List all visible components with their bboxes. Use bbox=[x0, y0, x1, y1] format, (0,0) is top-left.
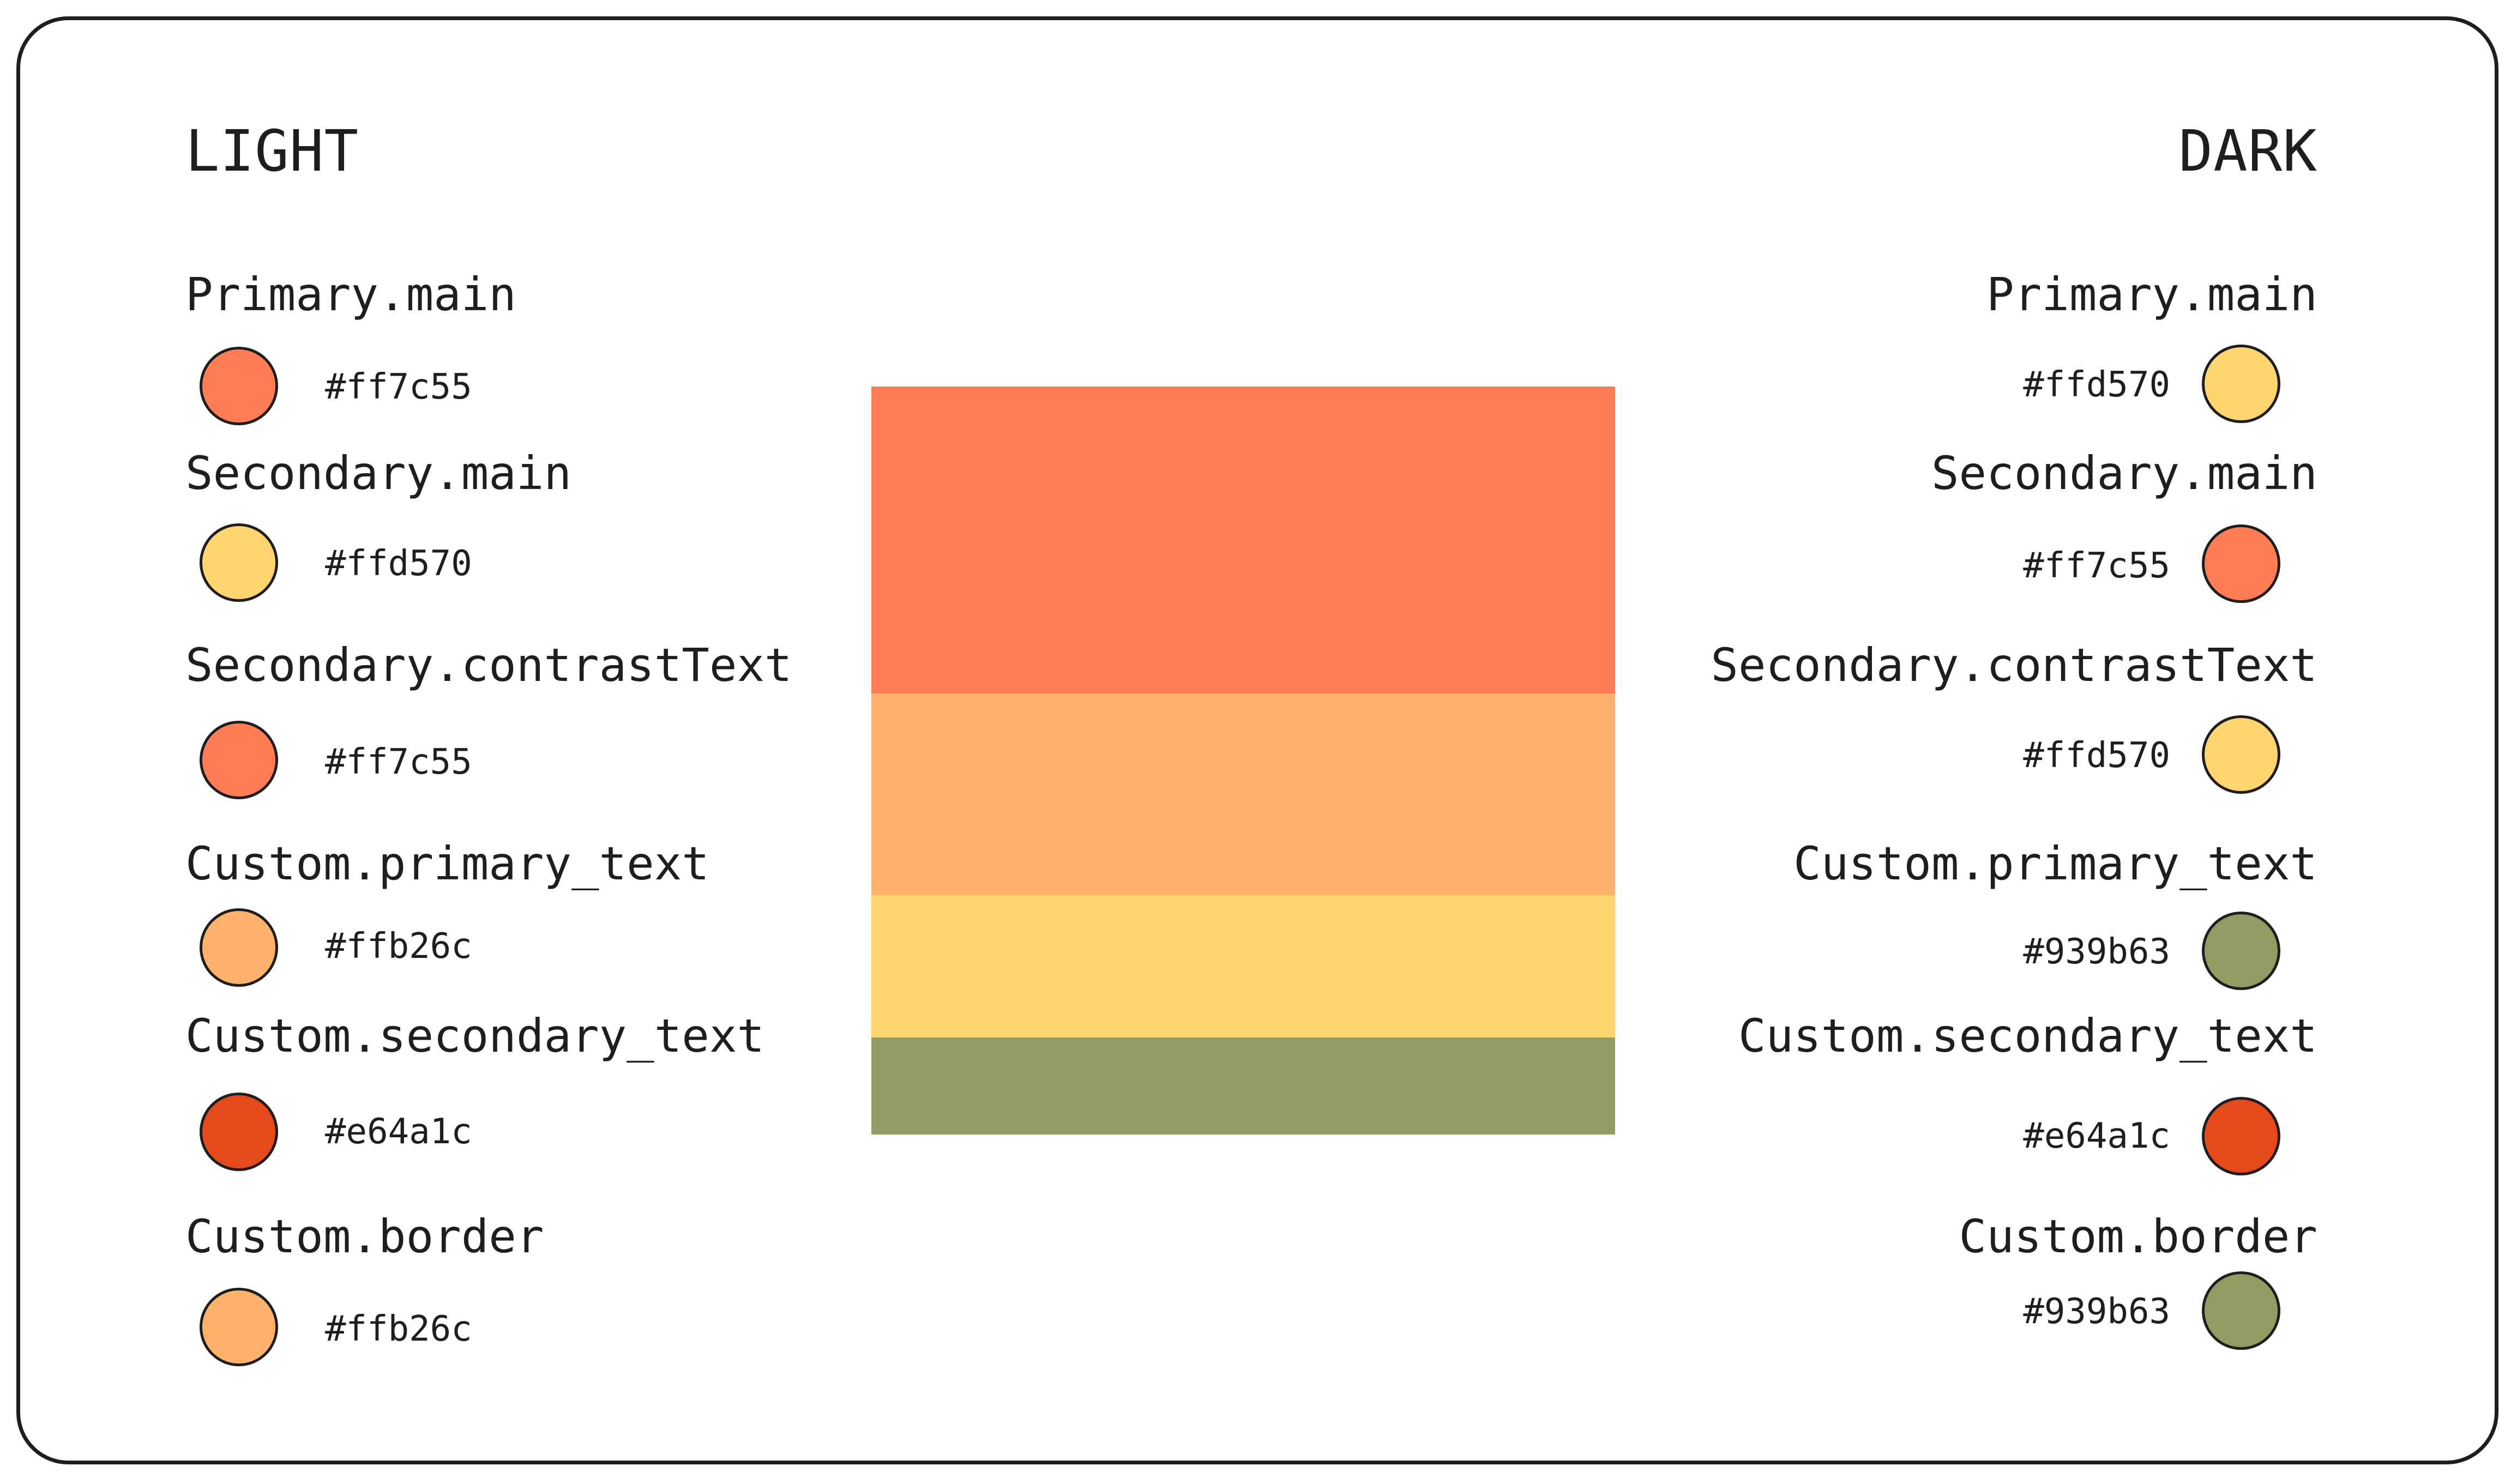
light-label-custom-border: Custom.border bbox=[185, 1210, 544, 1263]
light-swatch-primary-main bbox=[200, 347, 278, 425]
dark-hex-custom-secondary-text: #e64a1c bbox=[2023, 1116, 2170, 1156]
light-label-primary-main: Primary.main bbox=[185, 268, 516, 321]
dark-label-custom-primary-text: Custom.primary_text bbox=[1793, 837, 2317, 890]
light-hex-custom-border: #ffb26c bbox=[325, 1309, 472, 1349]
light-label-secondary-main: Secondary.main bbox=[185, 447, 572, 500]
dark-hex-custom-primary-text: #939b63 bbox=[2023, 932, 2170, 972]
light-hex-primary-main: #ff7c55 bbox=[325, 367, 472, 407]
dark-swatch-custom-secondary-text bbox=[2202, 1097, 2280, 1175]
dark-swatch-custom-primary-text bbox=[2202, 912, 2280, 990]
dark-hex-secondary-main: #ff7c55 bbox=[2023, 546, 2170, 586]
dark-swatch-primary-main bbox=[2202, 345, 2280, 423]
dark-label-primary-main: Primary.main bbox=[1986, 268, 2317, 321]
dark-hex-primary-main: #ffd570 bbox=[2023, 365, 2170, 405]
dark-label-custom-border: Custom.border bbox=[1959, 1210, 2317, 1263]
dark-label-secondary-main: Secondary.main bbox=[1931, 447, 2317, 500]
light-heading: LIGHT bbox=[185, 118, 359, 184]
dark-swatch-custom-border bbox=[2202, 1271, 2280, 1350]
stack-band-3 bbox=[871, 895, 1615, 1037]
light-swatch-secondary-main bbox=[200, 523, 278, 602]
light-hex-secondary-main: #ffd570 bbox=[325, 544, 472, 584]
light-swatch-custom-primary-text bbox=[200, 908, 278, 987]
stack-band-1 bbox=[871, 387, 1615, 693]
dark-heading: DARK bbox=[2178, 118, 2317, 184]
light-swatch-custom-border bbox=[200, 1288, 278, 1366]
dark-label-custom-secondary-text: Custom.secondary_text bbox=[1738, 1009, 2317, 1063]
light-label-custom-secondary-text: Custom.secondary_text bbox=[185, 1009, 765, 1063]
stacked-color-bar bbox=[871, 387, 1615, 1135]
light-label-custom-primary-text: Custom.primary_text bbox=[185, 837, 709, 890]
dark-swatch-secondary-main bbox=[2202, 524, 2280, 603]
light-swatch-secondary-contrasttext bbox=[200, 721, 278, 799]
light-hex-custom-primary-text: #ffb26c bbox=[325, 926, 472, 967]
light-label-secondary-contrasttext: Secondary.contrastText bbox=[185, 638, 792, 692]
dark-label-secondary-contrasttext: Secondary.contrastText bbox=[1711, 638, 2317, 692]
dark-swatch-secondary-contrasttext bbox=[2202, 715, 2280, 794]
light-hex-custom-secondary-text: #e64a1c bbox=[325, 1112, 472, 1152]
light-swatch-custom-secondary-text bbox=[200, 1093, 278, 1171]
dark-hex-custom-border: #939b63 bbox=[2023, 1292, 2170, 1332]
stack-band-4 bbox=[871, 1037, 1615, 1135]
light-hex-secondary-contrasttext: #ff7c55 bbox=[325, 742, 472, 782]
stack-band-2 bbox=[871, 693, 1615, 895]
dark-hex-secondary-contrasttext: #ffd570 bbox=[2023, 735, 2170, 776]
